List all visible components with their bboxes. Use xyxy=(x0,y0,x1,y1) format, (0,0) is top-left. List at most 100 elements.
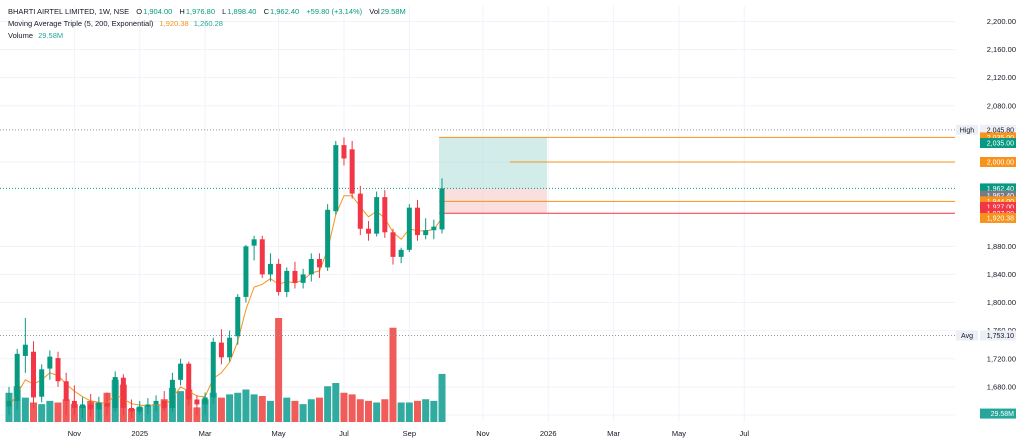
candle[interactable] xyxy=(316,253,322,278)
candle[interactable] xyxy=(88,393,94,417)
candle[interactable] xyxy=(129,399,135,418)
candle[interactable] xyxy=(349,140,355,199)
candle-body xyxy=(276,263,282,292)
candle[interactable] xyxy=(300,268,306,289)
x-tick-label: May xyxy=(672,429,686,438)
candle[interactable] xyxy=(276,258,282,296)
price-label-bg xyxy=(980,330,1016,341)
y-tick-label: 2,160.00 xyxy=(987,45,1016,54)
x-tick-label: 2025 xyxy=(131,429,148,438)
candle[interactable] xyxy=(153,395,159,412)
vol-label: Vol xyxy=(369,7,380,16)
candle[interactable] xyxy=(145,398,151,415)
candle[interactable] xyxy=(341,137,347,166)
candle[interactable] xyxy=(71,385,77,415)
symbol-title: BHARTI AIRTEL LIMITED, 1W, NSE xyxy=(8,7,130,16)
price-label-red[interactable]: 1,927.00 xyxy=(980,201,1016,212)
price-label-bg xyxy=(980,190,1016,201)
candle[interactable] xyxy=(39,364,45,403)
price-label-avg[interactable]: Avg 1,753.10 xyxy=(956,330,1016,341)
volume-name: Volume xyxy=(8,31,34,40)
candle[interactable] xyxy=(365,221,371,241)
price-label-high[interactable]: High 2,045.80 xyxy=(956,124,1016,135)
candle[interactable] xyxy=(194,395,200,415)
price-label-vol[interactable]: 29.58M xyxy=(980,408,1016,419)
price-label-green[interactable]: 1,962.40 xyxy=(980,183,1016,194)
candle[interactable] xyxy=(63,372,69,415)
candle[interactable] xyxy=(186,361,192,406)
candle-body xyxy=(415,207,420,236)
candle[interactable] xyxy=(14,348,20,410)
candle-body xyxy=(357,193,363,229)
candle[interactable] xyxy=(169,372,175,413)
volume-row[interactable]: Volume 29.58M xyxy=(8,30,406,42)
candle[interactable] xyxy=(218,329,224,365)
candle-body xyxy=(96,403,102,410)
x-tick-label: Nov xyxy=(68,429,82,438)
candle[interactable] xyxy=(243,244,249,303)
candle[interactable] xyxy=(259,235,265,278)
candle[interactable] xyxy=(251,235,257,261)
candle[interactable] xyxy=(390,228,396,265)
ma-row[interactable]: Moving Average Triple (5, 200, Exponenti… xyxy=(8,18,406,30)
candle[interactable] xyxy=(439,178,445,234)
candle[interactable] xyxy=(178,358,184,386)
candle[interactable] xyxy=(325,204,331,271)
candle[interactable] xyxy=(120,374,126,415)
candle[interactable] xyxy=(47,350,53,380)
candle[interactable] xyxy=(22,318,28,373)
candle-body xyxy=(39,369,45,397)
volume-bar xyxy=(381,399,389,422)
candle[interactable] xyxy=(55,351,61,387)
moving-average xyxy=(8,195,443,407)
candle[interactable] xyxy=(202,392,208,415)
candle[interactable] xyxy=(210,337,216,404)
candle[interactable] xyxy=(235,294,241,345)
candle[interactable] xyxy=(284,267,290,297)
volume-bar xyxy=(299,404,307,422)
candle[interactable] xyxy=(96,396,102,420)
candle[interactable] xyxy=(406,204,412,252)
c-label: C xyxy=(263,7,269,16)
price-label-bg xyxy=(980,157,1016,167)
candle[interactable] xyxy=(431,219,437,240)
symbol-row[interactable]: BHARTI AIRTEL LIMITED, 1W, NSE O1,904.00… xyxy=(8,6,406,18)
candle[interactable] xyxy=(374,191,380,237)
candle[interactable] xyxy=(137,400,143,415)
candle[interactable] xyxy=(292,261,298,289)
candle-body xyxy=(227,337,233,358)
price-label-orange[interactable]: 2,000.00 xyxy=(980,157,1016,167)
candle[interactable] xyxy=(6,386,12,415)
price-label-orange[interactable]: 1,920.38 xyxy=(980,212,1016,223)
candle-body xyxy=(6,400,12,407)
price-label-green[interactable]: 2,035.00 xyxy=(980,138,1016,149)
target-zone[interactable] xyxy=(439,137,547,189)
price-axis[interactable]: 2,200.00 2,160.00 2,120.00 2,080.00 2,000.00… xyxy=(955,0,1024,447)
candle[interactable] xyxy=(104,392,110,415)
candle[interactable] xyxy=(333,140,339,215)
position-tool[interactable] xyxy=(0,129,955,336)
price-tag-bg xyxy=(956,330,978,341)
candle[interactable] xyxy=(227,330,233,362)
candle-body xyxy=(153,400,159,405)
candle[interactable] xyxy=(423,218,429,240)
candle[interactable] xyxy=(382,190,388,238)
candle[interactable] xyxy=(80,397,86,419)
candle[interactable] xyxy=(398,247,404,264)
candle-body xyxy=(161,400,167,408)
candle[interactable] xyxy=(308,253,314,282)
volume-bar xyxy=(397,402,405,422)
candles[interactable] xyxy=(6,137,445,420)
candle-body xyxy=(71,400,77,408)
price-label-text: 1,962.40 xyxy=(987,186,1014,193)
time-axis[interactable]: Nov 2025 Mar May Jul Sep Nov 2026 Mar May Jul xyxy=(0,423,955,447)
candle[interactable] xyxy=(31,341,37,408)
candle[interactable] xyxy=(357,185,363,236)
candle[interactable] xyxy=(267,253,273,282)
candle[interactable] xyxy=(161,391,167,411)
candle[interactable] xyxy=(415,199,420,241)
candle[interactable] xyxy=(112,371,118,412)
price-label-bg xyxy=(980,138,1016,149)
